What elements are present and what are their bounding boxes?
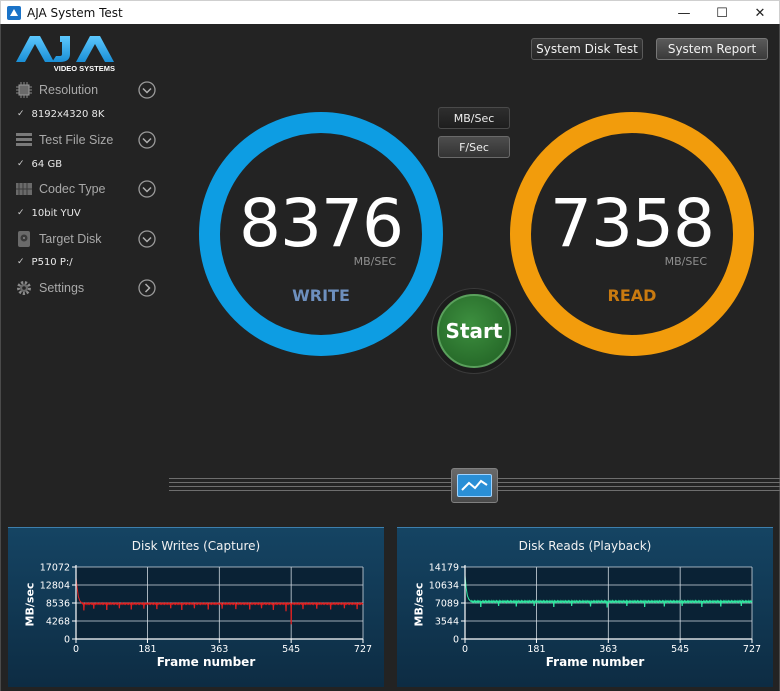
write-value: 8376 [239, 185, 404, 262]
start-button[interactable]: Start [431, 288, 517, 374]
sidebar-item-settings[interactable]: Settings [15, 278, 156, 298]
system-report-button[interactable]: System Report [656, 38, 768, 60]
start-label: Start [437, 294, 511, 368]
file-size-icon [16, 133, 32, 146]
disk-reads-panel: Disk Reads (Playback) MB/sec Frame numbe… [397, 527, 773, 687]
aja-logo: VIDEO SYSTEMS [16, 36, 115, 73]
check-icon: ✓ [17, 159, 25, 169]
test-file-size-value: ✓ 64 GB [17, 157, 62, 171]
y-tick-label: 7089 [435, 599, 459, 610]
y-tick-label: 0 [453, 635, 459, 646]
sidebar-item-target-disk[interactable]: Target Disk [15, 229, 156, 249]
selected-value: 64 GB [31, 158, 63, 170]
sidebar-item-label: Codec Type [39, 182, 106, 196]
fsec-button[interactable]: F/Sec [438, 136, 510, 158]
x-axis-label: Frame number [545, 655, 645, 669]
y-tick-label: 17072 [40, 563, 70, 574]
chevron-down-icon[interactable] [138, 131, 156, 149]
sidebar-item-label: Resolution [39, 83, 99, 97]
disk-writes-chart: 0 4268 8536 12804 17072 0 181 363 545 727 [40, 563, 372, 656]
x-tick-label: 727 [743, 644, 761, 655]
y-tick-label: 12804 [40, 581, 70, 592]
disk-reads-chart: 0 3544 7089 10634 14179 0 181 363 545 727 [429, 563, 761, 656]
sidebar-item-resolution[interactable]: Resolution [15, 80, 156, 100]
chevron-down-icon[interactable] [138, 81, 156, 99]
sidebar-item-label: Settings [39, 281, 85, 295]
disk-icon [18, 231, 30, 247]
selected-value: P510 P:/ [31, 256, 73, 268]
y-tick-label: 4268 [46, 617, 70, 628]
line-graph-icon [457, 474, 492, 497]
x-tick-label: 0 [73, 644, 79, 655]
close-button[interactable]: ✕ [754, 5, 766, 21]
y-tick-label: 0 [64, 635, 70, 646]
write-label: WRITE [292, 286, 350, 305]
chevron-down-icon[interactable] [138, 230, 156, 248]
write-unit: MB/SEC [353, 255, 396, 268]
chevron-right-icon[interactable] [138, 279, 156, 297]
target-disk-value: ✓ P510 P:/ [17, 255, 73, 269]
maximize-button[interactable]: ☐ [716, 5, 728, 21]
sidebar-item-test-file-size[interactable]: Test File Size [15, 130, 156, 150]
minimize-button[interactable]: — [677, 5, 691, 21]
codec-icon [16, 183, 32, 195]
sidebar-item-label: Target Disk [39, 232, 102, 246]
codec-type-value: ✓ 10bit YUV [17, 206, 81, 220]
y-tick-label: 14179 [429, 563, 459, 574]
read-unit: MB/SEC [664, 255, 707, 268]
x-tick-label: 545 [282, 644, 300, 655]
y-tick-label: 8536 [46, 599, 70, 610]
resolution-icon [16, 82, 32, 98]
check-icon: ✓ [17, 257, 25, 267]
sidebar-item-label: Test File Size [39, 133, 114, 147]
resolution-value: ✓ 8192x4320 8K [17, 107, 104, 121]
x-tick-label: 181 [527, 644, 545, 655]
check-icon: ✓ [17, 208, 25, 218]
app-body: VIDEO SYSTEMS Resolution ✓ 8192x4320 8K T… [0, 24, 780, 691]
x-tick-label: 0 [462, 644, 468, 655]
read-gauge: 7358 MB/SEC READ [510, 112, 754, 356]
x-tick-label: 181 [138, 644, 156, 655]
y-tick-label: 10634 [429, 581, 459, 592]
x-tick-label: 545 [671, 644, 689, 655]
selected-value: 8192x4320 8K [31, 108, 105, 120]
check-icon: ✓ [17, 109, 25, 119]
read-value: 7358 [550, 185, 715, 262]
window-title: AJA System Test [27, 5, 123, 20]
x-tick-label: 727 [354, 644, 372, 655]
x-tick-label: 363 [599, 644, 617, 655]
chart-title: Disk Writes (Capture) [131, 539, 261, 553]
graph-toggle-button[interactable] [451, 468, 498, 503]
y-tick-label: 3544 [435, 617, 459, 628]
chevron-down-icon[interactable] [138, 180, 156, 198]
selected-value: 10bit YUV [31, 207, 81, 219]
system-disk-test-button[interactable]: System Disk Test [531, 38, 643, 60]
title-bar: AJA System Test — ☐ ✕ [0, 0, 780, 24]
app-icon [7, 5, 21, 20]
x-axis-label: Frame number [156, 655, 256, 669]
mbsec-button[interactable]: MB/Sec [438, 107, 510, 129]
chart-title: Disk Reads (Playback) [518, 539, 652, 553]
logo-tagline: VIDEO SYSTEMS [54, 64, 115, 73]
x-tick-label: 363 [210, 644, 228, 655]
sidebar-item-codec-type[interactable]: Codec Type [15, 179, 156, 199]
gear-icon [17, 281, 31, 295]
disk-writes-panel: Disk Writes (Capture) MB/sec Frame numbe… [8, 527, 384, 687]
write-gauge: 8376 MB/SEC WRITE [199, 112, 443, 356]
read-label: READ [607, 286, 657, 305]
